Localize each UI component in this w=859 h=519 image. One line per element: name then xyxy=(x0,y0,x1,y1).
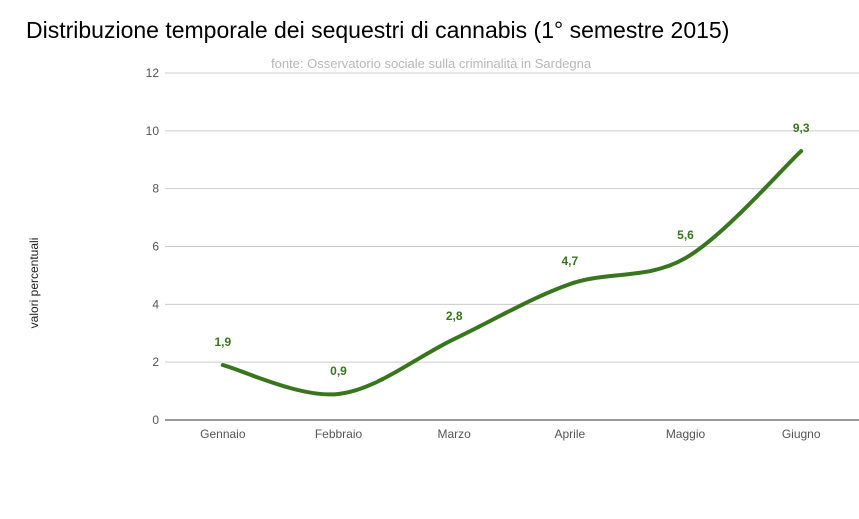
data-label: 2,8 xyxy=(446,309,463,323)
data-label: 9,3 xyxy=(793,121,810,135)
y-tick-label: 0 xyxy=(152,413,159,427)
x-tick-labels: Gennaio Febbraio Marzo Aprile Maggio Giugno xyxy=(200,427,821,441)
y-tick-label: 6 xyxy=(152,240,159,254)
x-tick-label: Marzo xyxy=(437,427,471,441)
chart-title: Distribuzione temporale dei sequestri di… xyxy=(26,17,730,43)
data-label: 1,9 xyxy=(214,335,231,349)
data-labels: 1,9 0,9 2,8 4,7 5,6 9,3 xyxy=(214,121,809,378)
y-tick-label: 4 xyxy=(152,297,159,311)
y-tick-label: 12 xyxy=(146,66,160,80)
y-tick-labels: 0 2 4 6 8 10 12 xyxy=(146,66,160,427)
gridlines xyxy=(165,72,859,421)
y-tick-label: 10 xyxy=(146,124,160,138)
y-tick-label: 8 xyxy=(152,182,159,196)
series-line xyxy=(220,149,804,397)
x-tick-label: Gennaio xyxy=(200,427,246,441)
x-tick-label: Giugno xyxy=(782,427,821,441)
x-tick-label: Maggio xyxy=(666,427,706,441)
data-label: 4,7 xyxy=(561,254,578,268)
chart-subtitle: fonte: Osservatorio sociale sulla crimin… xyxy=(271,56,592,71)
data-label: 0,9 xyxy=(330,364,347,378)
y-tick-label: 2 xyxy=(152,355,159,369)
x-tick-label: Febbraio xyxy=(315,427,363,441)
data-label: 5,6 xyxy=(677,228,694,242)
x-tick-label: Aprile xyxy=(554,427,585,441)
